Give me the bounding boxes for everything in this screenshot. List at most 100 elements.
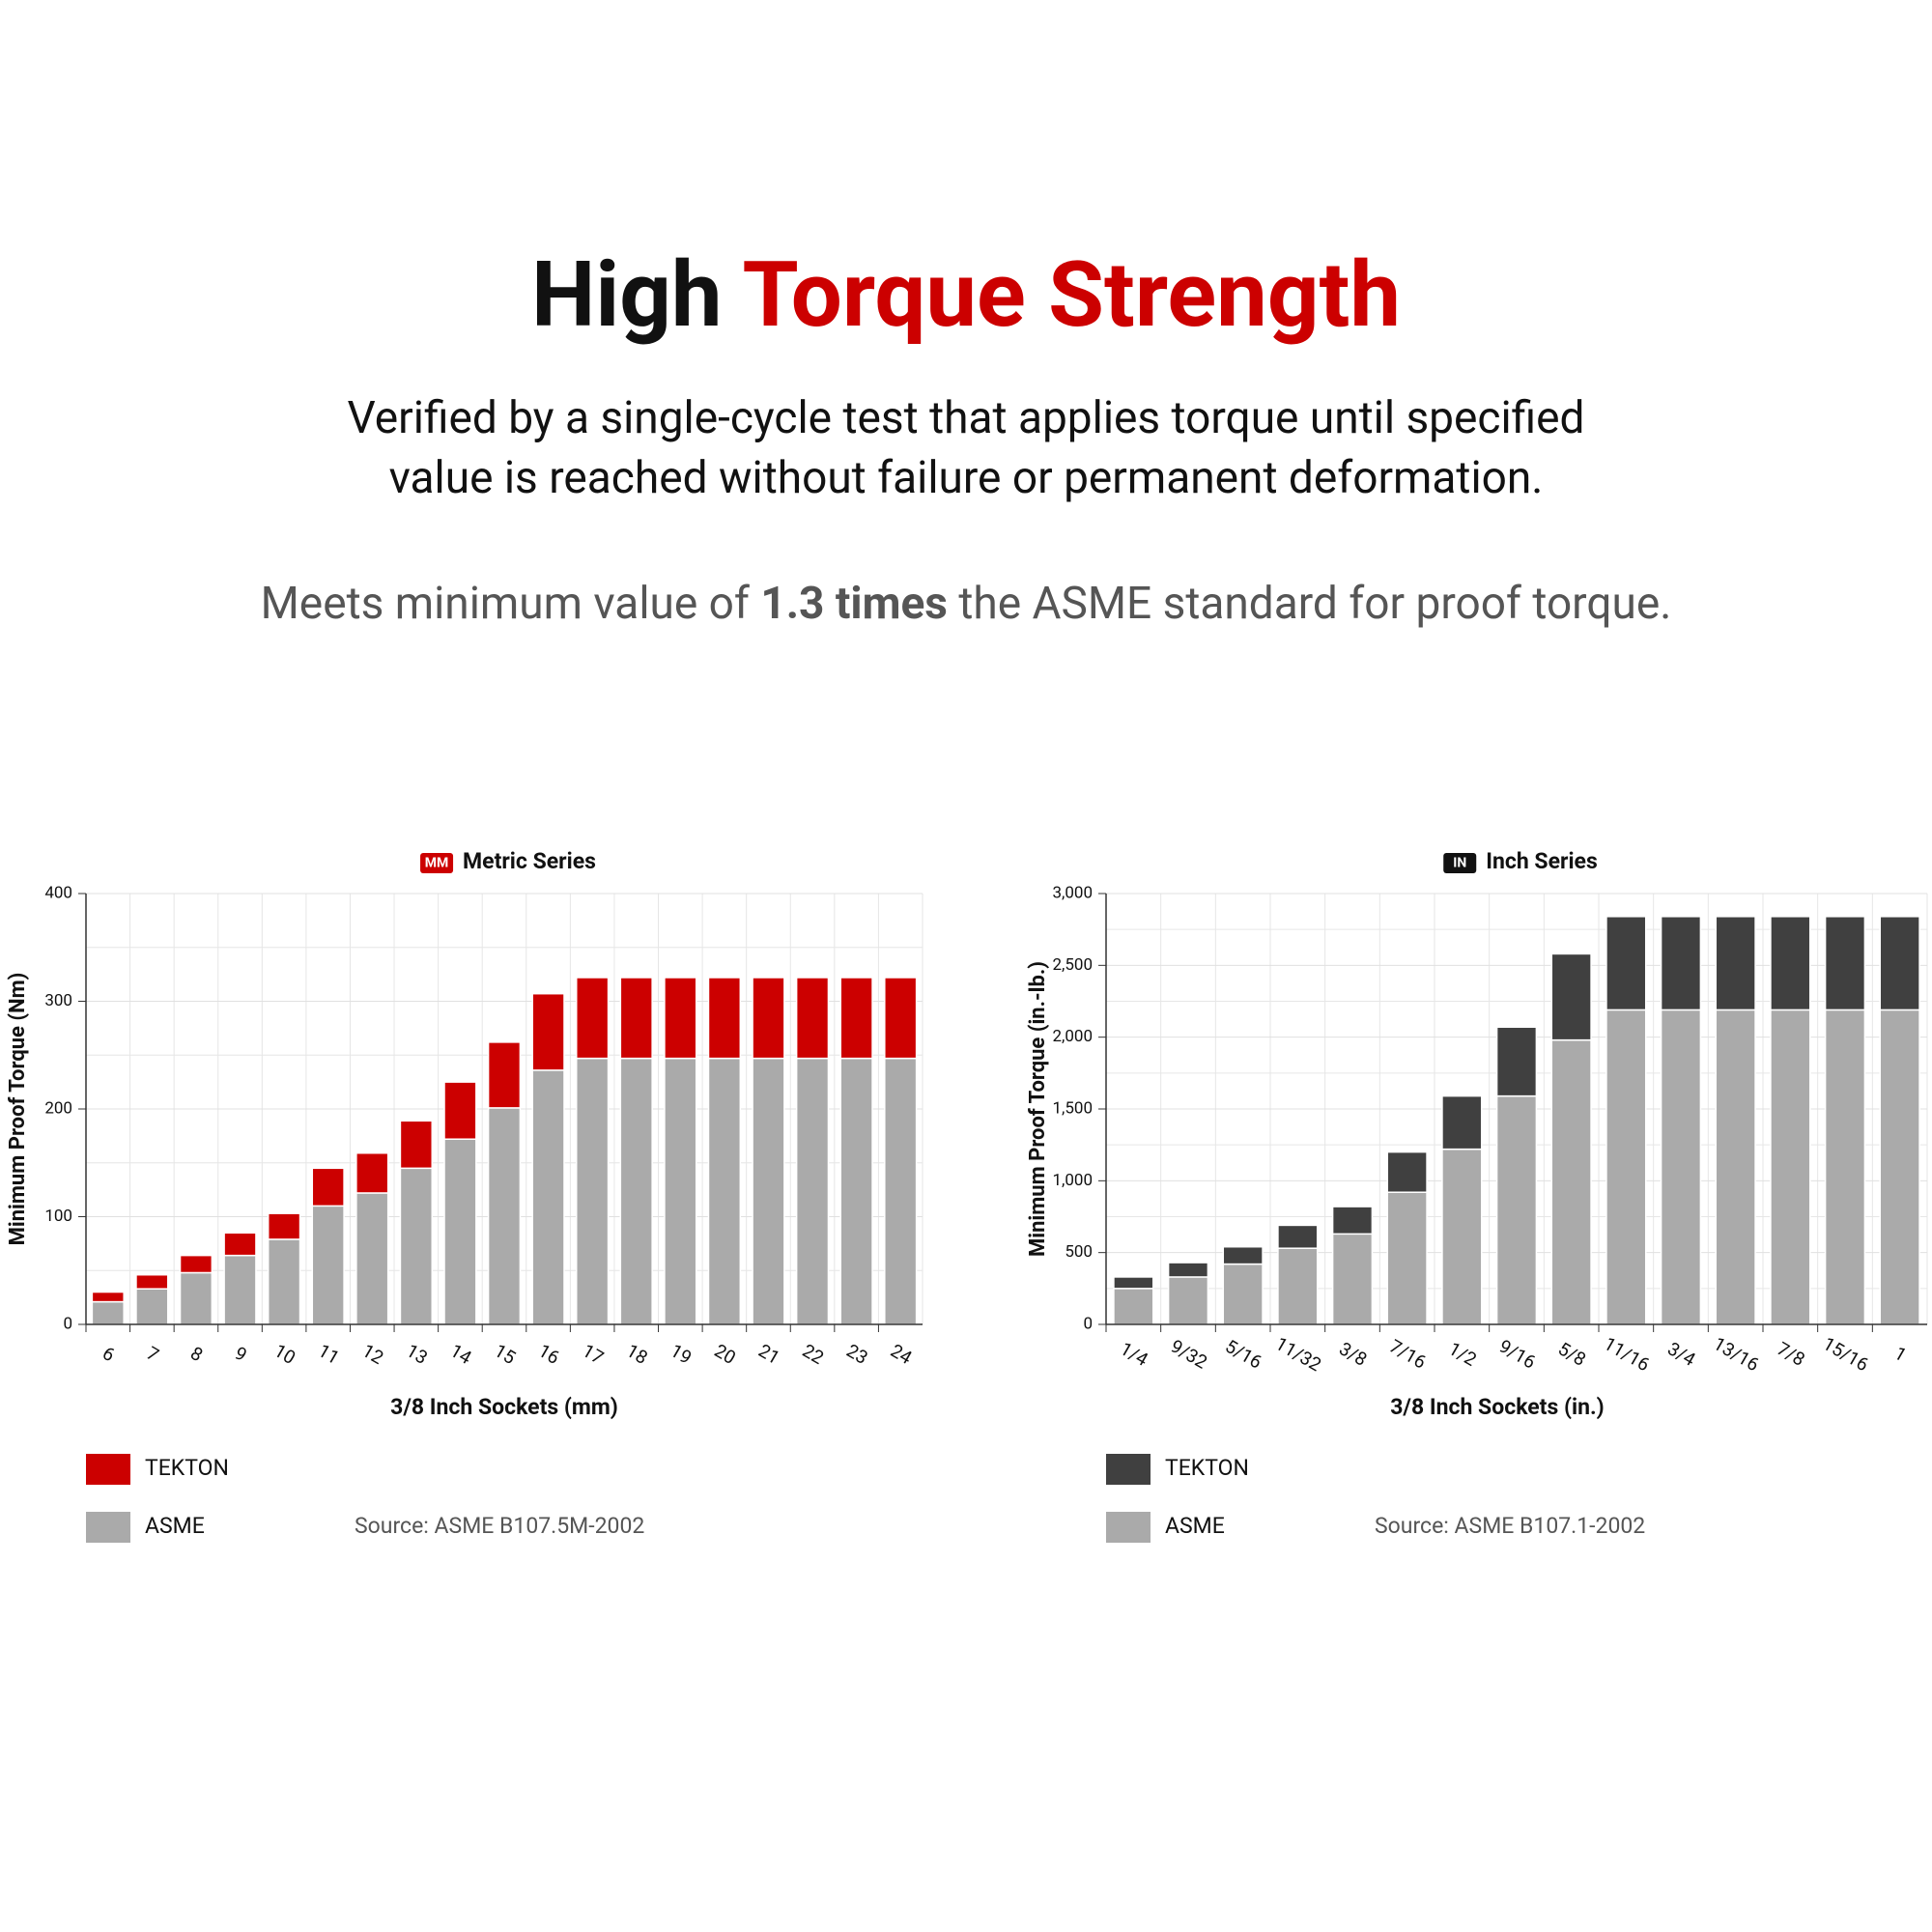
legend-swatch [86,1454,130,1485]
title-part: High [530,242,723,348]
bar-segment [752,1057,785,1325]
bar-segment [1222,1245,1264,1265]
x-tick-label: 3/4 [1663,1337,1699,1371]
bar-segment [707,1057,742,1325]
x-tick-label: 8 [186,1342,207,1366]
y-tick-label: 200 [44,1098,72,1118]
note: Meets minimum value of 1.3 times the ASM… [0,578,1932,630]
x-tick-label: 1/4 [1117,1337,1152,1371]
x-tick-label: 15 [491,1339,520,1369]
subtitle: Verified by a single-cycle test that app… [0,388,1932,508]
x-tick-label: 22 [799,1339,828,1369]
x-tick-label: 18 [622,1339,651,1369]
title-part: Torque Strength [742,242,1402,348]
legend-label: TEKTON [1165,1455,1249,1481]
bar-segment [531,1069,565,1325]
bar-segment [1824,916,1866,1011]
x-tick-label: 16 [534,1339,563,1369]
note-part: 1.3 times [760,578,948,630]
bar-segment [1605,1009,1647,1325]
note-part: Meets minimum value of [260,578,750,630]
bar-segment [619,977,653,1060]
subtitle-line: Verified by a single-cycle test that app… [347,392,1585,444]
x-tick-label: 14 [446,1339,475,1369]
bar-segment [135,1273,169,1290]
bar-segment [311,1167,345,1208]
x-tick-label: 5/8 [1554,1337,1590,1371]
bar-segment [1550,952,1592,1041]
bar-segment [91,1300,125,1325]
y-tick-label: 1,500 [1052,1098,1093,1118]
bar-segment [1441,1148,1483,1325]
note-part: the ASME standard for proof torque. [958,578,1672,630]
x-tick-label: 17 [579,1339,608,1369]
x-tick-label: 3/8 [1335,1337,1371,1371]
x-tick-label: 12 [358,1339,387,1369]
x-tick-label: 5/16 [1221,1335,1265,1374]
x-tick-label: 9 [231,1342,251,1366]
bar-segment [1386,1191,1428,1325]
bar-segment [795,977,830,1060]
bar-segment [1660,916,1702,1011]
x-tick-label: 13 [403,1339,432,1369]
bar-segment [664,977,697,1060]
x-tick-label: 1/2 [1445,1337,1481,1371]
bar-segment [223,1232,257,1257]
bar-segment [839,977,873,1060]
bar-segment [531,992,565,1071]
x-tick-label: 24 [887,1339,916,1369]
bar-segment [443,1138,477,1325]
x-tick-label: 11/32 [1271,1332,1324,1376]
x-tick-label: 9/16 [1495,1335,1540,1374]
bar-segment [1770,1009,1811,1325]
x-tick-label: 21 [754,1339,783,1369]
bar-segment [1715,916,1756,1011]
y-tick-label: 500 [1065,1242,1093,1262]
x-tick-label: 10 [270,1339,299,1369]
legend-label: TEKTON [145,1455,229,1481]
y-tick-label: 2,500 [1052,955,1093,975]
bar-segment [355,1151,389,1194]
bar-segment [1715,1009,1756,1325]
legend-label: ASME [1165,1513,1225,1539]
badge-label: IN [1453,856,1466,871]
bar-segment [1331,1206,1374,1236]
bar-segment [267,1238,301,1325]
x-tick-label: 6 [99,1342,119,1366]
subtitle-line: value is reached without failure or perm… [388,452,1544,504]
bar-segment [1167,1262,1209,1278]
bar-segment [443,1081,477,1140]
bar-segment [1495,1094,1538,1325]
bar-segment [707,977,742,1060]
bar-segment [1879,1009,1920,1325]
bar-segment [1277,1224,1319,1249]
bar-segment [91,1291,125,1303]
x-tick-label: 11/16 [1600,1332,1653,1376]
x-tick-label: 1 [1890,1342,1911,1366]
bar-segment [1824,1009,1866,1325]
x-tick-label: 15/16 [1819,1332,1872,1376]
x-tick-label: 23 [842,1339,871,1369]
x-tick-label: 19 [667,1339,696,1369]
y-tick-label: 0 [63,1314,72,1333]
y-axis-label: Minimum Proof Torque (in.-lb.) [1026,961,1050,1257]
x-tick-label: 7/16 [1385,1335,1430,1374]
badge [1443,853,1477,873]
bar-segment [267,1212,301,1240]
bar-segment [839,1057,873,1325]
bar-segment [575,977,610,1060]
legend-swatch [86,1512,130,1543]
y-tick-label: 1,000 [1052,1171,1093,1190]
y-tick-label: 0 [1083,1314,1093,1333]
bar-segment [752,977,785,1060]
bar-segment [223,1254,257,1325]
y-tick-label: 100 [44,1207,72,1226]
y-tick-label: 300 [44,991,72,1010]
bar-segment [619,1057,653,1325]
bar-segment [1605,916,1647,1011]
bar-segment [1770,916,1811,1011]
bar-segment [1277,1247,1319,1325]
legend-label: ASME [145,1513,205,1539]
